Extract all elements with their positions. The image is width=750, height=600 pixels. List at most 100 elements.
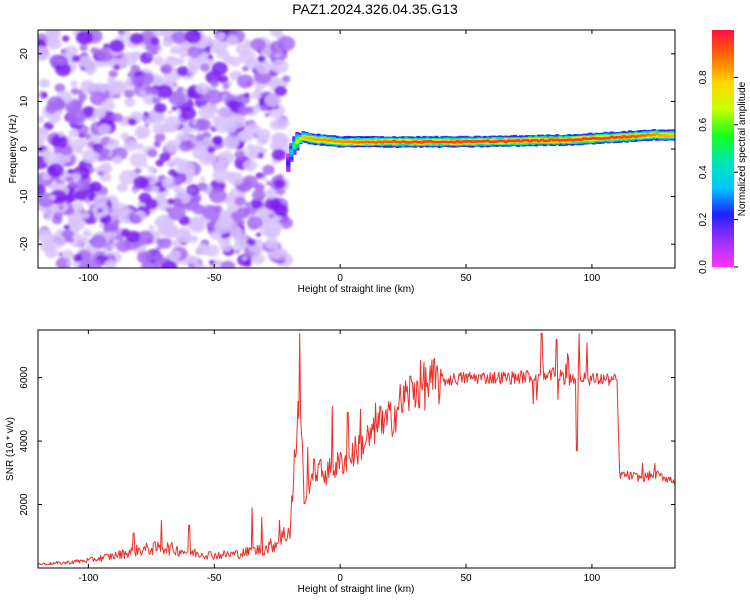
noise-speck	[231, 195, 237, 201]
noise-speck	[111, 113, 123, 123]
ridge-segment	[304, 136, 309, 140]
noise-speck	[276, 173, 284, 180]
ridge-segment	[364, 140, 370, 143]
noise-speck	[159, 152, 171, 162]
ridge-segment	[419, 141, 424, 144]
ridge-segment	[518, 140, 524, 143]
noise-speck	[41, 230, 48, 235]
ridge-segment	[376, 140, 382, 143]
noise-speck	[243, 92, 251, 99]
noise-speck	[150, 185, 160, 193]
ridge-segment	[621, 135, 626, 138]
ridge-segment	[672, 134, 675, 137]
noise-speck	[109, 58, 125, 71]
noise-speck	[46, 36, 59, 47]
ridge-segment	[467, 140, 472, 143]
noise-speck	[222, 135, 240, 150]
ridge-segment	[639, 134, 644, 137]
bottom-xlabel: Height of straight line (km)	[298, 584, 415, 595]
noise-speck	[184, 133, 193, 141]
noise-speck	[202, 36, 214, 46]
noise-speck	[190, 195, 201, 204]
noise-speck	[139, 89, 147, 96]
top-ytick-label: 20	[19, 48, 30, 60]
ridge-segment	[346, 140, 351, 144]
noise-speck	[251, 189, 266, 201]
ridge-segment	[597, 137, 602, 140]
noise-speck	[182, 235, 192, 244]
ridge-segment	[594, 137, 599, 140]
noise-speck	[61, 35, 70, 42]
ridge-segment	[663, 134, 669, 137]
noise-speck	[38, 46, 51, 61]
bottom-ylabel: SNR (10 * v/v)	[5, 417, 16, 481]
noise-speck	[265, 181, 272, 186]
ridge-segment	[452, 141, 457, 144]
noise-speck	[264, 92, 282, 108]
noise-speck	[38, 115, 45, 124]
ridge-segment	[313, 138, 318, 141]
noise-speck	[80, 79, 96, 93]
noise-speck	[112, 155, 123, 165]
noise-speck	[210, 80, 219, 88]
ridge-segment	[322, 138, 327, 142]
noise-speck	[93, 194, 108, 207]
noise-speck	[269, 30, 283, 37]
ridge-segment	[355, 141, 360, 144]
noise-speck	[153, 141, 162, 148]
ridge-segment	[361, 141, 367, 144]
ridge-segment	[524, 138, 530, 142]
ridge-segment	[370, 140, 376, 144]
bottom-ytick-label: 4000	[19, 430, 30, 453]
noise-speck	[156, 84, 173, 99]
noise-speck	[207, 146, 216, 154]
noise-speck	[154, 219, 162, 226]
noise-speck	[51, 215, 63, 225]
noise-speck	[169, 48, 176, 54]
ridge-segment	[395, 140, 400, 144]
noise-speck	[49, 194, 56, 201]
noise-speck	[54, 83, 66, 93]
noise-speck	[235, 43, 251, 56]
noise-speck	[198, 104, 216, 120]
noise-speck	[38, 92, 42, 98]
noise-speck	[47, 165, 56, 173]
noise-speck	[271, 149, 287, 161]
noise-speck	[266, 231, 275, 239]
top-ytick-label: 10	[19, 95, 30, 107]
ridge-segment	[515, 139, 521, 142]
ridge-segment	[307, 137, 312, 140]
noise-speck	[69, 234, 86, 248]
ridge-segment	[398, 141, 403, 144]
noise-speck	[101, 99, 116, 112]
ridge-segment	[609, 135, 614, 139]
noise-speck	[127, 118, 137, 126]
noise-speck	[106, 221, 120, 233]
ridge-segment	[373, 141, 379, 144]
noise-speck	[229, 72, 235, 77]
ridge-segment	[552, 138, 557, 142]
noise-speck	[45, 215, 52, 221]
ridge-segment	[615, 135, 620, 139]
ridge-segment	[401, 140, 406, 143]
ridge-segment	[558, 139, 563, 142]
ridge-segment	[319, 138, 324, 141]
ridge-segment	[591, 136, 596, 140]
noise-speck	[212, 135, 224, 146]
noise-speck	[211, 45, 221, 54]
noise-speck	[230, 211, 244, 223]
noise-speck	[90, 47, 99, 55]
noise-speck	[227, 172, 244, 186]
ridge-segment	[470, 140, 475, 143]
noise-speck	[264, 112, 270, 118]
ridge-segment	[491, 140, 496, 143]
colorbar-tick-label: 0.6	[698, 117, 709, 131]
noise-speck	[123, 139, 138, 152]
ridge-segment	[410, 140, 415, 144]
noise-speck	[220, 260, 236, 268]
noise-speck	[89, 91, 107, 106]
noise-speck	[165, 207, 172, 213]
noise-speck	[214, 118, 232, 134]
noise-speck	[250, 150, 259, 158]
snr-line	[38, 332, 675, 566]
